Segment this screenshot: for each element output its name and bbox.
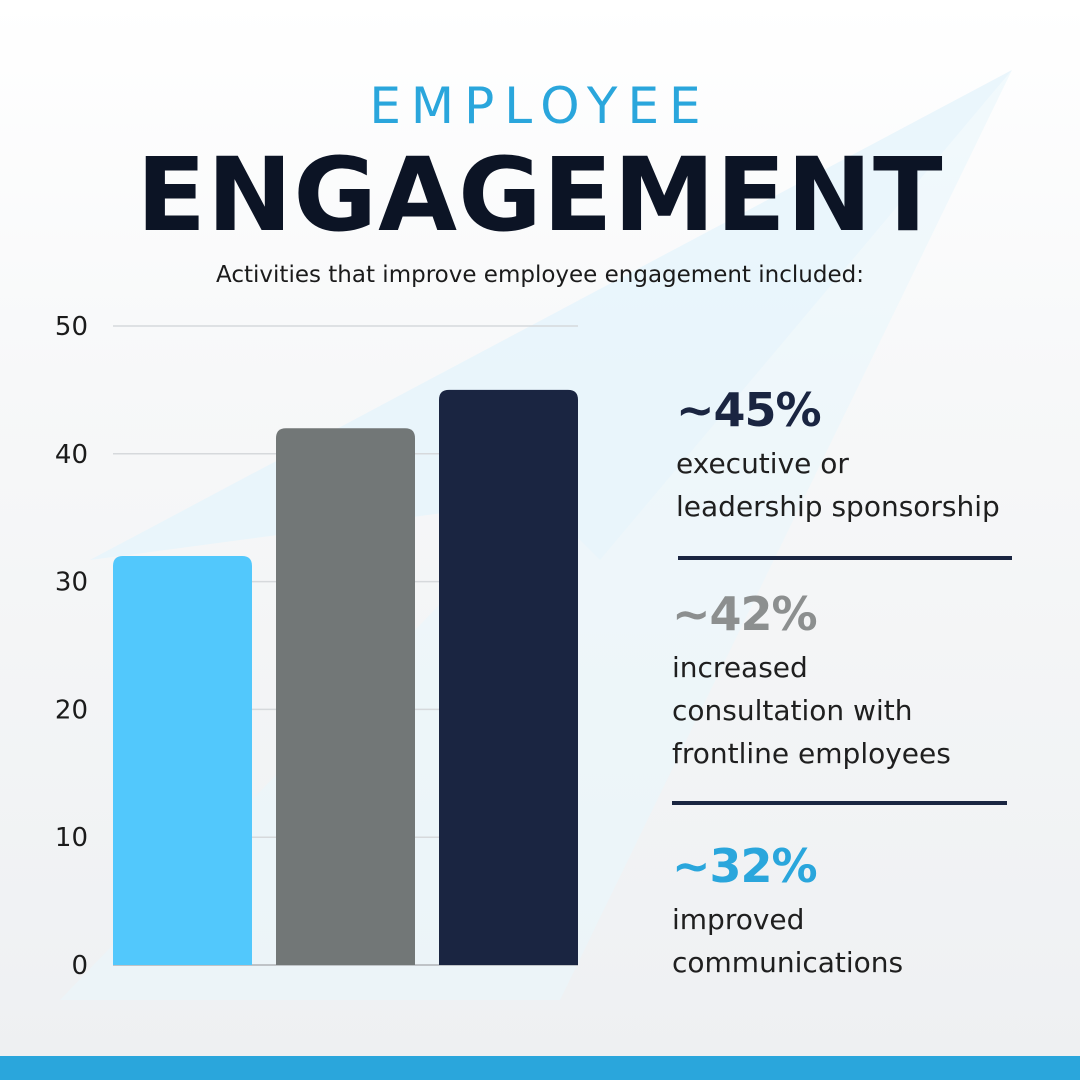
stat-label: executive or leadership sponsorship — [676, 442, 1000, 528]
page-subtitle: Activities that improve employee engagem… — [216, 262, 864, 288]
y-tick-label: 10 — [55, 823, 88, 853]
stat-label: increased consultation with frontline em… — [672, 646, 951, 775]
bar — [276, 428, 415, 965]
y-tick-label: 50 — [55, 312, 88, 342]
stat-divider — [678, 556, 1012, 560]
stat-label-line: consultation with — [672, 694, 913, 727]
stat-label: improved communications — [672, 898, 903, 984]
stat-value: ~32% — [672, 839, 818, 893]
bar — [113, 556, 252, 965]
y-tick-label: 30 — [55, 568, 88, 598]
stat-label-line: improved — [672, 903, 805, 936]
stat-label-line: leadership sponsorship — [676, 490, 1000, 523]
y-tick-label: 40 — [55, 440, 88, 470]
stat-block-3: ~32% improved communications — [672, 840, 903, 984]
y-tick-label: 20 — [55, 695, 88, 725]
stat-value: ~45% — [676, 383, 822, 437]
stat-block-1: ~45% executive or leadership sponsorship — [676, 384, 1000, 528]
stat-divider — [672, 801, 1007, 805]
header-kicker: EMPLOYEE — [369, 77, 711, 135]
y-tick-label: 0 — [71, 951, 88, 981]
stat-value: ~42% — [672, 587, 818, 641]
stat-label-line: frontline employees — [672, 737, 951, 770]
stat-label-line: increased — [672, 651, 808, 684]
stat-label-line: executive or — [676, 447, 849, 480]
bar — [439, 389, 578, 965]
stat-label-line: communications — [672, 946, 904, 979]
page-title: ENGAGEMENT — [136, 136, 944, 255]
stat-block-2: ~42% increased consultation with frontli… — [672, 588, 951, 775]
footer-bar — [0, 1056, 1080, 1080]
